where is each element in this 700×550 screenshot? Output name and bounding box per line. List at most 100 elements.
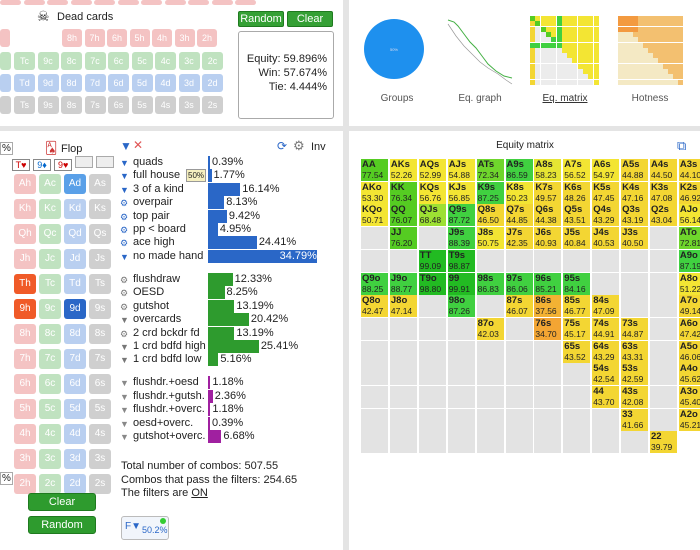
filter-row[interactable]: ▼ full house	[120, 169, 180, 182]
matrix-cell[interactable]: A6o 47.42	[678, 317, 700, 340]
dead-card[interactable]: 5d	[131, 74, 153, 92]
matrix-cell[interactable]	[361, 317, 388, 340]
matrix-cell[interactable]: AQs 52.99	[418, 159, 446, 181]
dead-card[interactable]	[70, 0, 92, 5]
flop-card[interactable]: Qh	[14, 224, 36, 244]
dead-card[interactable]	[0, 0, 21, 5]
dead-card[interactable]: 8d	[61, 74, 82, 92]
matrix-cell[interactable]	[534, 431, 562, 454]
flop-card[interactable]: Jd	[64, 249, 86, 269]
matrix-cell[interactable]: A9s 86.59	[505, 159, 533, 181]
matrix-cell[interactable]: Q5s 43.51	[563, 204, 591, 227]
matrix-cell[interactable]: 76s 34.70	[534, 317, 562, 340]
matrix-cell[interactable]	[563, 431, 591, 454]
matrix-cell[interactable]	[418, 295, 446, 318]
filter-icon[interactable]: ⚙	[120, 212, 129, 222]
matrix-cell[interactable]	[418, 227, 446, 250]
matrix-cell[interactable]	[534, 249, 562, 272]
matrix-cell[interactable]	[389, 249, 417, 272]
matrix-cell[interactable]: 64s 43.29	[592, 340, 620, 363]
matrix-cell[interactable]: QJs 68.48	[418, 204, 446, 227]
matrix-cell[interactable]: T9s 98.87	[447, 249, 475, 272]
matrix-cell[interactable]: 65s 43.52	[563, 340, 591, 363]
matrix-cell[interactable]: JJ 76.20	[389, 227, 417, 250]
equity-matrix-thumb[interactable]	[530, 16, 600, 86]
tab-groups[interactable]: Groups	[380, 93, 414, 104]
matrix-cell[interactable]: J8o 47.14	[389, 295, 417, 318]
filter-row[interactable]: ▼ flushdr.+overc.	[120, 403, 205, 416]
filter-icon[interactable]: ▼	[120, 171, 129, 181]
dead-card[interactable]: 6d	[108, 74, 129, 92]
matrix-cell[interactable]: 98s 86.83	[476, 272, 504, 295]
flop-card[interactable]: Th	[14, 274, 36, 294]
dead-card[interactable]	[164, 0, 186, 5]
matrix-cell[interactable]: J7s 42.35	[505, 227, 533, 250]
flop-card[interactable]: 6s	[89, 374, 111, 394]
matrix-cell[interactable]: A5o 46.06	[678, 340, 700, 363]
matrix-cell[interactable]: 33 41.66	[621, 408, 649, 431]
flop-card[interactable]: Ts	[89, 274, 111, 294]
matrix-cell[interactable]	[418, 431, 446, 454]
matrix-cell[interactable]	[418, 386, 446, 408]
matrix-cell[interactable]	[505, 431, 533, 454]
matrix-cell[interactable]: 96s 85.21	[534, 272, 562, 295]
matrix-cell[interactable]	[505, 317, 533, 340]
equity-graph-thumb[interactable]	[446, 16, 514, 88]
filter-icon[interactable]: ⚙	[120, 198, 129, 208]
flop-card[interactable]: 8c	[39, 324, 61, 344]
matrix-cell[interactable]: KJs 56.85	[447, 181, 475, 204]
matrix-cell[interactable]: ATs 72.34	[476, 159, 504, 181]
flop-card[interactable]: 4s	[89, 424, 111, 444]
filter-row[interactable]: ▼ quads	[120, 156, 163, 169]
matrix-cell[interactable]: Q4s 43.29	[592, 204, 620, 227]
matrix-cell[interactable]: 98o 87.26	[447, 295, 475, 318]
matrix-cell[interactable]	[621, 272, 649, 295]
matrix-cell[interactable]	[534, 408, 562, 431]
matrix-cell[interactable]	[361, 363, 388, 386]
groups-pie[interactable]: 50%	[363, 18, 425, 80]
flop-card[interactable]: 7s	[89, 349, 111, 369]
matrix-cell[interactable]: 95s 84.16	[563, 272, 591, 295]
dead-card[interactable]: 6c	[108, 52, 129, 70]
flop-card[interactable]: 8h	[14, 324, 36, 344]
matrix-cell[interactable]	[361, 227, 388, 250]
filter-icon[interactable]: ⚙	[120, 329, 129, 339]
random-flop-button[interactable]: Random	[28, 516, 96, 534]
matrix-cell[interactable]: 54s 42.54	[592, 363, 620, 386]
matrix-cell[interactable]: Q6s 44.38	[534, 204, 562, 227]
dead-card[interactable]: 3h	[174, 29, 195, 47]
dead-card[interactable]	[117, 0, 139, 5]
dead-card[interactable]	[94, 0, 115, 5]
dead-card[interactable]: Ts	[14, 96, 35, 114]
matrix-cell[interactable]: K3s 47.08	[650, 181, 677, 204]
matrix-cell[interactable]: 43s 42.08	[621, 386, 649, 408]
board-card-2[interactable]: 9♦	[33, 159, 52, 171]
matrix-cell[interactable]: 22 39.79	[650, 431, 677, 454]
dead-card[interactable]	[188, 0, 209, 5]
matrix-cell[interactable]	[534, 363, 562, 386]
filter-row[interactable]: ▼ no made hand	[120, 250, 203, 263]
matrix-cell[interactable]	[447, 386, 475, 408]
matrix-cell[interactable]	[361, 408, 388, 431]
matrix-cell[interactable]	[418, 408, 446, 431]
matrix-cell[interactable]	[476, 431, 504, 454]
filter-row[interactable]: ⚙ overpair	[120, 196, 173, 209]
dead-card[interactable]: 7c	[84, 52, 106, 70]
dead-card[interactable]	[0, 96, 11, 114]
matrix-cell[interactable]: 84s 47.09	[592, 295, 620, 318]
matrix-cell[interactable]: J9s 88.39	[447, 227, 475, 250]
matrix-cell[interactable]	[592, 249, 620, 272]
matrix-cell[interactable]: Q9s 87.72	[447, 204, 475, 227]
matrix-cell[interactable]	[476, 408, 504, 431]
dead-card[interactable]	[141, 0, 162, 5]
flop-card[interactable]: Ks	[89, 199, 111, 219]
flop-card[interactable]: 5d	[64, 399, 86, 419]
matrix-cell[interactable]: K2s 46.92	[678, 181, 700, 204]
filter-icon[interactable]: ▼	[120, 392, 129, 402]
flop-card[interactable]: 7d	[64, 349, 86, 369]
dead-card[interactable]: 5h	[129, 29, 150, 47]
filter-icon[interactable]: ⚙	[120, 302, 129, 312]
flop-card[interactable]: 9c	[39, 299, 61, 319]
matrix-cell[interactable]	[418, 340, 446, 363]
dead-card[interactable]: Tc	[14, 52, 35, 70]
